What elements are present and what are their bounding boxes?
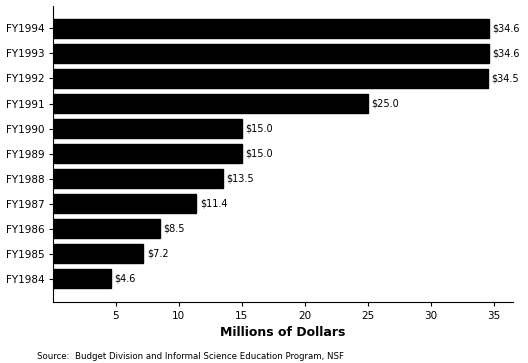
Text: $25.0: $25.0 (372, 98, 399, 109)
Text: $4.6: $4.6 (115, 274, 136, 284)
Bar (52, 269, 110, 288)
Text: $13.5: $13.5 (227, 174, 254, 184)
Bar (52, 69, 488, 88)
Bar (52, 194, 196, 213)
Text: $34.6: $34.6 (493, 48, 520, 58)
Bar (52, 44, 489, 63)
Bar (52, 19, 489, 38)
Text: $34.6: $34.6 (493, 23, 520, 33)
Bar (52, 244, 143, 263)
Text: $11.4: $11.4 (200, 199, 228, 209)
Text: $15.0: $15.0 (246, 123, 273, 134)
Bar (52, 219, 160, 238)
Text: $8.5: $8.5 (164, 224, 185, 234)
Text: Source:  Budget Division and Informal Science Education Program, NSF: Source: Budget Division and Informal Sci… (37, 352, 344, 361)
Text: $34.5: $34.5 (492, 73, 519, 83)
Bar (52, 119, 242, 138)
Text: $15.0: $15.0 (246, 148, 273, 159)
Bar (52, 94, 368, 113)
Text: $7.2: $7.2 (147, 249, 169, 259)
Bar (52, 169, 223, 188)
X-axis label: Millions of Dollars: Millions of Dollars (220, 326, 345, 339)
Bar (52, 144, 242, 163)
